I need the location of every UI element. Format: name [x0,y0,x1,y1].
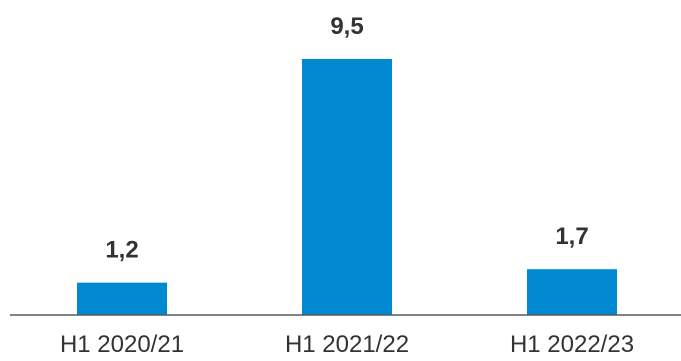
bars-group [77,59,617,315]
value-labels-group: 1,2 9,5 1,7 [105,13,588,264]
category-label-3: H1 2022/23 [510,331,634,358]
value-label-1: 1,2 [105,237,138,264]
category-label-2: H1 2021/22 [285,331,409,358]
value-label-2: 9,5 [330,13,363,40]
bar-3 [527,269,617,315]
category-label-1: H1 2020/21 [60,331,184,358]
bar-1 [77,282,167,315]
bar-2 [302,59,392,315]
value-label-3: 1,7 [555,223,588,250]
category-labels-group: H1 2020/21 H1 2021/22 H1 2022/23 [60,331,634,358]
